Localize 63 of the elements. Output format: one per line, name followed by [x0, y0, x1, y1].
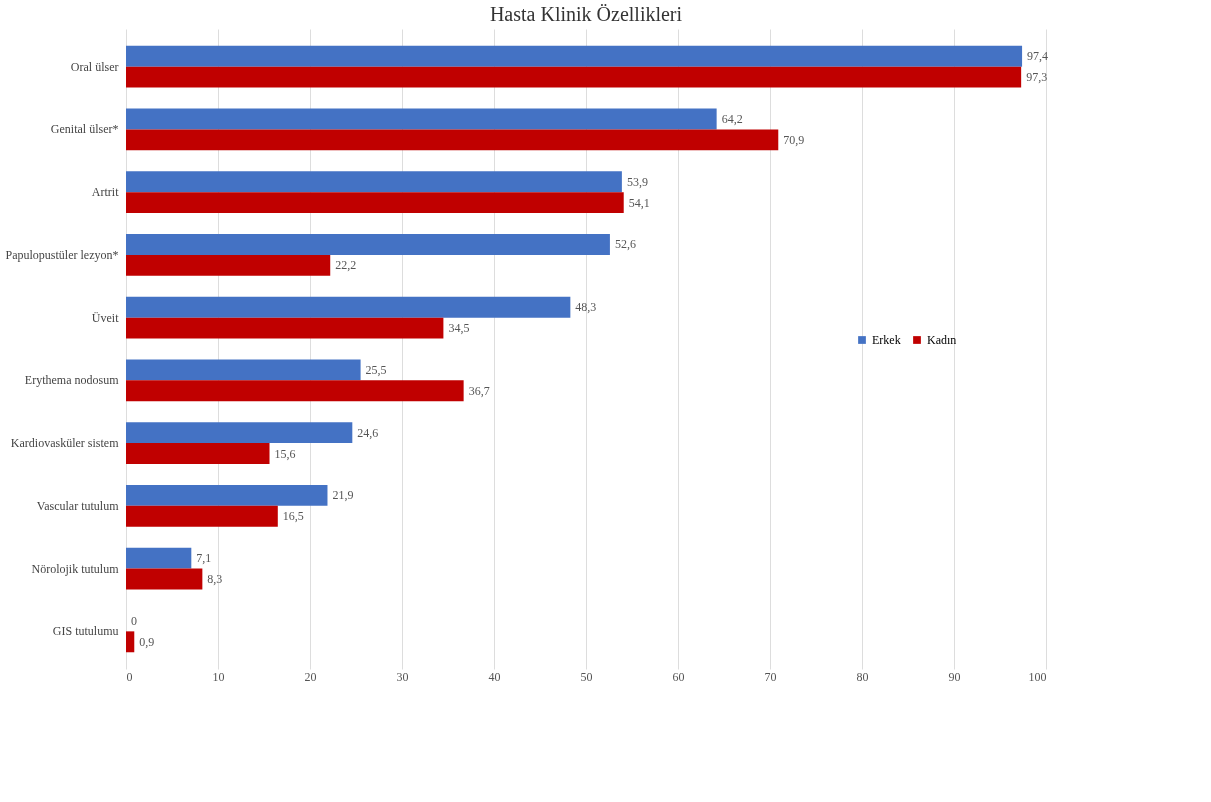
bar — [126, 192, 624, 214]
data-label: 24,6 — [357, 425, 379, 440]
bar — [126, 484, 328, 506]
x-tick-label: 40 — [488, 669, 501, 684]
bar — [126, 129, 779, 151]
data-label: 15,6 — [274, 446, 296, 461]
legend-label: Kadın — [927, 333, 957, 347]
y-tick-label: Kardiovasküler sistem — [10, 436, 120, 451]
y-tick-label: Genital ülser* — [50, 122, 119, 137]
bar — [126, 443, 270, 465]
bar — [126, 317, 444, 339]
x-tick-label: 10 — [212, 669, 225, 684]
x-tick-label: 100 — [1028, 669, 1047, 684]
data-label: 22,2 — [335, 258, 357, 273]
data-label: 64,2 — [721, 111, 743, 126]
x-tick-label: 30 — [396, 669, 409, 684]
data-label: 7,1 — [196, 551, 212, 566]
x-tick-label: 20 — [304, 669, 317, 684]
data-label: 0 — [131, 613, 137, 628]
data-label: 36,7 — [468, 383, 490, 398]
bar — [126, 171, 622, 193]
y-tick-label: Artrit — [91, 185, 120, 200]
data-label: 21,9 — [332, 488, 354, 503]
y-tick-label: GIS tutulumu — [52, 624, 119, 639]
bar — [126, 380, 464, 402]
bar — [126, 547, 192, 569]
y-tick-label: Nörolojik tutulum — [31, 561, 120, 576]
bar — [126, 233, 610, 255]
bar — [126, 254, 331, 276]
y-tick-label: Üveit — [91, 310, 120, 325]
y-tick-label: Oral ülser — [70, 59, 119, 74]
chart-title: Hasta Klinik Özellikleri — [489, 3, 683, 25]
bar — [126, 45, 1023, 67]
bar — [126, 631, 135, 653]
data-label: 97,3 — [1026, 70, 1048, 85]
x-tick-label: 0 — [126, 669, 133, 684]
data-label: 48,3 — [575, 300, 597, 315]
bar — [126, 505, 278, 527]
data-label: 8,3 — [207, 572, 223, 587]
data-label: 16,5 — [282, 509, 304, 524]
x-tick-label: 90 — [948, 669, 961, 684]
data-label: 70,9 — [783, 132, 805, 147]
legend-label: Erkek — [872, 333, 901, 347]
y-tick-label: Vascular tutulum — [36, 498, 120, 513]
bar — [126, 359, 361, 381]
bar — [126, 108, 717, 130]
x-tick-label: 80 — [856, 669, 869, 684]
data-label: 52,6 — [614, 237, 636, 252]
data-label: 53,9 — [626, 174, 648, 189]
data-label: 97,4 — [1027, 49, 1049, 64]
data-label: 25,5 — [365, 362, 387, 377]
data-label: 54,1 — [628, 195, 650, 210]
x-tick-label: 70 — [764, 669, 777, 684]
data-label: 34,5 — [448, 321, 470, 336]
bar — [126, 66, 1022, 88]
bar — [126, 568, 203, 590]
x-tick-label: 50 — [580, 669, 593, 684]
y-tick-label: Papulopustüler lezyon* — [5, 247, 119, 262]
bar — [126, 422, 353, 444]
x-tick-label: 60 — [672, 669, 685, 684]
bar — [126, 296, 571, 318]
data-label: 0,9 — [139, 634, 155, 649]
y-tick-label: Erythema nodosum — [24, 373, 120, 388]
